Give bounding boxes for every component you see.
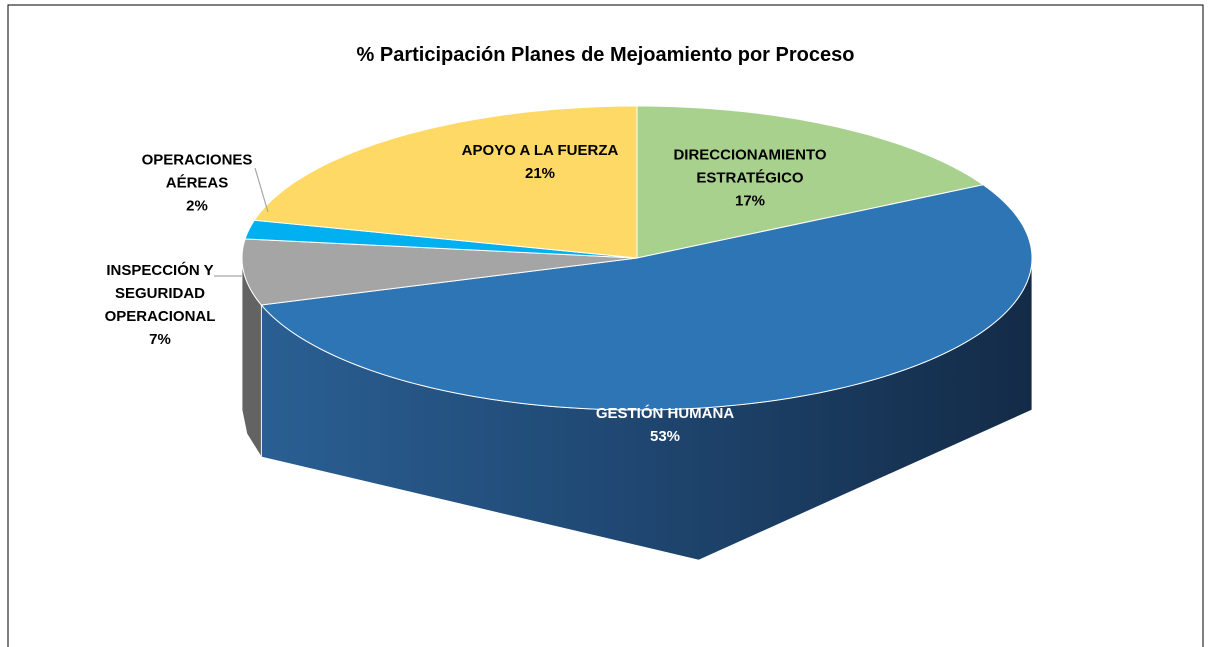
- label-value: 21%: [524, 165, 556, 182]
- data-label: APOYO A LA FUERZA 21%: [430, 139, 650, 185]
- label-name: APOYO A LA FUERZA: [461, 142, 619, 159]
- frame: [7, 4, 1204, 647]
- slice: [241, 238, 638, 306]
- label-name: INSPECCIÓN Y SEGURIDAD OPERACIONAL: [104, 262, 216, 325]
- slice: [636, 105, 985, 259]
- slice: [253, 105, 638, 259]
- label-value: 53%: [649, 428, 681, 445]
- label-name: DIRECCIONAMIENTO ESTRATÉGICO: [673, 146, 827, 187]
- data-label: DIRECCIONAMIENTO ESTRATÉGICO 17%: [650, 144, 850, 213]
- label-name: GESTIÓN HUMANA: [595, 405, 735, 422]
- leader-line: [254, 167, 269, 213]
- chart-title: % Participación Planes de Mejoamiento po…: [356, 44, 855, 66]
- label-value: 17%: [734, 192, 766, 210]
- data-label: INSPECCIÓN Y SEGURIDAD OPERACIONAL 7%: [85, 259, 235, 351]
- data-label: OPERACIONES AÉREAS 2%: [127, 149, 267, 218]
- data-label: GESTIÓN HUMANA 53%: [555, 402, 775, 448]
- label-value: 7%: [149, 331, 171, 348]
- pie: [241, 105, 1033, 561]
- label-value: 2%: [186, 197, 208, 215]
- slice: [260, 184, 1033, 411]
- label-name: OPERACIONES AÉREAS: [141, 151, 253, 192]
